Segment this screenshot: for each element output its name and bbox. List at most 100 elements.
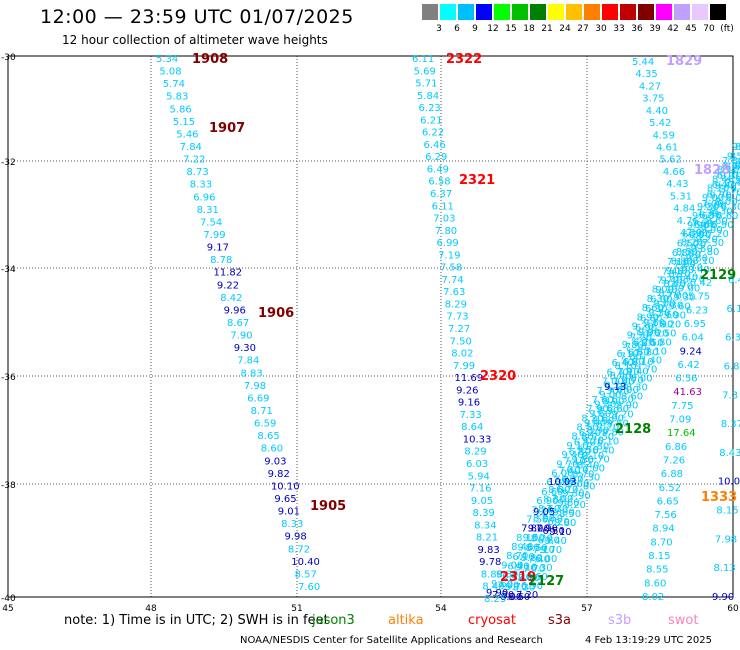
swath-value: 9.10 — [549, 527, 571, 538]
swath-value: 7.50 — [592, 432, 614, 443]
wave-height-value: 17.64 — [667, 428, 696, 439]
swath-value: 7.00 — [666, 291, 688, 302]
pass-time-label: 2129 — [700, 268, 736, 283]
legend-swatch — [584, 4, 600, 20]
wave-height-value: 5.83 — [166, 92, 188, 103]
legend-swatch — [566, 4, 582, 20]
wave-height-value: 9.30 — [234, 343, 256, 354]
legend-level-label: 33 — [613, 24, 625, 34]
wave-height-value: 5.31 — [670, 191, 692, 202]
swath-value: 6.10 — [597, 437, 619, 448]
legend-swatch — [440, 4, 456, 20]
swath-value: 8.80 — [671, 256, 693, 267]
swath-value: 9.00 — [599, 390, 621, 401]
swath-value: 7.70 — [523, 564, 545, 575]
wave-height-value: 8.02 — [642, 592, 664, 603]
swath-value: 6.60 — [694, 220, 716, 231]
pass-time-label: 2321 — [459, 173, 495, 188]
wave-height-value: 7.75 — [671, 401, 693, 412]
lon-tick-label: 45 — [2, 604, 13, 614]
swath-value: 9.00 — [501, 560, 523, 571]
credit-line: NOAA/NESDIS Center for Satellite Applica… — [240, 635, 543, 646]
swath-value: 8.70 — [604, 380, 626, 391]
wave-height-value: 8.94 — [652, 524, 674, 535]
swath-value: 9.80 — [602, 428, 624, 439]
wave-height-value: 6.37 — [430, 189, 452, 200]
wave-height-value: 3.75 — [642, 94, 664, 105]
altimeter-tracks: 5.34 5.085.74 5.835.86 5.155.46 7.84 7.228.73… — [156, 54, 740, 605]
swath-value: 8.50 — [676, 247, 698, 258]
swath-value: 9.70 — [622, 376, 644, 387]
swath-value: 8.80 — [571, 432, 593, 443]
swath-value: 9.40 — [735, 175, 740, 186]
swath-value: 9.60 — [557, 498, 579, 509]
wave-height-value: 5.94 — [468, 471, 490, 482]
wave-height-value: 7.27 — [448, 324, 470, 335]
swath-value: 7.40 — [725, 178, 740, 189]
wave-height-value: 6.04 — [682, 333, 704, 344]
pass-time-label: 2127 — [528, 574, 564, 589]
wave-height-value: 8.33 — [190, 180, 212, 191]
wave-height-value: 6.85 — [724, 361, 740, 372]
lon-tick-label: 54 — [435, 604, 447, 614]
swath-value: 6.70 — [502, 571, 524, 582]
swath-value: 9.50 — [727, 152, 740, 163]
swath-value: 9.10 — [666, 266, 688, 277]
swath-value: 8.20 — [681, 237, 703, 248]
wave-height-value: 10.10 — [271, 481, 300, 492]
swath-value: 8.60 — [705, 216, 727, 227]
wave-height-value: 7.84 — [237, 356, 259, 367]
swath-value: 9.50 — [577, 445, 599, 456]
generated-timestamp: 4 Feb 13:19:29 UTC 2025 — [585, 635, 712, 646]
swath-value: 9.00 — [653, 298, 675, 309]
swath-value: 9.50 — [523, 533, 545, 544]
satellite-s3a: s3a — [548, 613, 572, 628]
legend-level-label: 21 — [541, 24, 553, 34]
wave-height-value: 7.3 — [722, 390, 738, 401]
legend-level-label: 9 — [472, 24, 478, 34]
swath-value: 8.40 — [577, 460, 599, 471]
wave-height-value: 8.34 — [474, 520, 496, 531]
legend-swatch — [602, 4, 618, 20]
wave-height-value: 8.13 — [713, 563, 735, 574]
swath-value: 7.50 — [702, 238, 724, 249]
swath-value: 6.30 — [530, 563, 552, 574]
swath-value: 7.30 — [578, 473, 600, 484]
swath-value: 6.00 — [535, 554, 557, 565]
page-title: 12:00 — 23:59 UTC 01/07/2025 — [40, 6, 354, 28]
legend-level-label: 42 — [667, 24, 679, 34]
wave-height-value: 7.58 — [440, 263, 462, 274]
wave-height-value: 6.42 — [677, 360, 699, 371]
swath-value: 8.30 — [597, 406, 619, 417]
legend-level-label: 6 — [454, 24, 460, 34]
swath-value: 8.50 — [641, 338, 663, 349]
wave-height-value: 8.60 — [261, 444, 283, 455]
swath-value: 9.90 — [552, 507, 574, 518]
swath-value: 8.70 — [707, 184, 729, 195]
swath-value: 8.10 — [582, 451, 604, 462]
swath-value: 8.40 — [511, 542, 533, 553]
wave-height-value: 8.70 — [650, 537, 672, 548]
wave-height-value: 7.99 — [203, 230, 225, 241]
lon-tick-label: 48 — [145, 604, 157, 614]
swath-value: 6.20 — [633, 338, 655, 349]
wave-height-value: 10.40 — [291, 557, 320, 568]
swath-value: 6.80 — [538, 536, 560, 547]
swath-value: 8.00 — [602, 396, 624, 407]
swath-value: 7.00 — [701, 199, 723, 210]
wave-height-value: 7.33 — [459, 410, 481, 421]
wave-height-value: 8.33 — [281, 519, 303, 530]
swath-value: 9.50 — [607, 419, 629, 430]
wave-height-value: 7.50 — [450, 336, 472, 347]
legend-level-label: 15 — [505, 24, 517, 34]
legend-swatch — [692, 4, 708, 20]
wave-height-value: 7.99 — [453, 361, 475, 372]
swath-value: 6.80 — [569, 447, 591, 458]
swath-value: 9.30 — [697, 202, 719, 213]
wave-height-value: 6.86 — [665, 442, 687, 453]
wave-height-value: 4.35 — [635, 69, 657, 80]
swath-value: 7.40 — [528, 554, 550, 565]
swath-value: 8.40 — [688, 265, 710, 276]
legend-swatch — [476, 4, 492, 20]
wave-height-value: 11.82 — [213, 268, 242, 279]
